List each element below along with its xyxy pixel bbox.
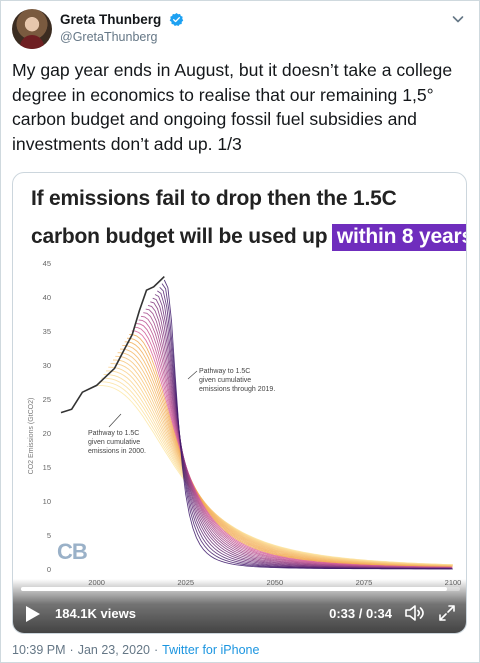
- y-tick-label: 35: [43, 327, 51, 336]
- fullscreen-icon[interactable]: [438, 604, 456, 622]
- volume-muted-icon[interactable]: [404, 603, 426, 623]
- annotation-2000: emissions in 2000.: [88, 448, 146, 455]
- chart-title-line2-row: carbon budget will be used up within 8 y…: [31, 224, 466, 251]
- pathway-line: [119, 348, 452, 567]
- view-count: 184.1K views: [55, 606, 136, 621]
- annotation-leader: [187, 370, 198, 380]
- y-tick-label: 25: [43, 395, 51, 404]
- annotation-2019: Pathway to 1.5C: [199, 368, 250, 375]
- pathway-line: [131, 330, 453, 568]
- pathway-line: [106, 370, 452, 566]
- pathway-line: [143, 312, 450, 569]
- author-name[interactable]: Greta Thunberg: [60, 12, 162, 28]
- chevron-down-icon[interactable]: [450, 11, 466, 27]
- author-name-row: Greta Thunberg: [60, 11, 184, 29]
- carbon-brief-logo: CB: [57, 539, 88, 564]
- avatar[interactable]: [12, 9, 52, 49]
- pathway-line: [108, 366, 451, 566]
- chart-title-highlight: within 8 years: [331, 224, 466, 251]
- annotation-leader: [108, 413, 122, 428]
- pathway-line: [140, 315, 452, 569]
- y-tick-label: 5: [47, 531, 51, 540]
- tweet-source[interactable]: Twitter for iPhone: [162, 643, 260, 657]
- y-tick-label: 20: [43, 429, 51, 438]
- pathway-line: [138, 319, 453, 569]
- pathway-line: [163, 279, 453, 570]
- annotation-2000: Pathway to 1.5C: [88, 430, 139, 437]
- tweet-text: My gap year ends in August, but it doesn…: [12, 60, 453, 154]
- y-tick-label: 45: [43, 259, 51, 268]
- y-tick-label: 15: [43, 463, 51, 472]
- video-player[interactable]: 05101520253035404520002025205020752100CO…: [12, 172, 467, 634]
- y-tick-label: 10: [43, 497, 51, 506]
- annotation-2019: emissions through 2019.: [199, 386, 275, 393]
- tweet-header: Greta Thunberg @GretaThunberg: [12, 9, 468, 51]
- author-handle[interactable]: @GretaThunberg: [60, 30, 158, 44]
- annotation-2019: given cumulative: [199, 377, 251, 384]
- pathway-line: [145, 308, 453, 569]
- pathway-line: [96, 384, 454, 566]
- play-icon[interactable]: [25, 605, 41, 623]
- emissions-chart: 05101520253035404520002025205020752100CO…: [28, 259, 461, 587]
- verified-badge-icon: [169, 13, 183, 27]
- video-progress-fill: [21, 587, 447, 591]
- y-tick-label: 40: [43, 293, 51, 302]
- historical-emissions-line: [60, 276, 165, 414]
- pathway-line: [101, 377, 451, 566]
- pathway-line: [136, 323, 450, 568]
- annotation-2000: given cumulative: [88, 439, 140, 446]
- video-progress-bar[interactable]: [21, 587, 460, 591]
- tweet-date[interactable]: Jan 23, 2020: [77, 643, 150, 657]
- video-controls: 184.1K views 0:33 / 0:34: [13, 579, 466, 633]
- y-tick-label: 30: [43, 361, 51, 370]
- y-tick-label: 0: [47, 565, 51, 574]
- video-time: 0:33 / 0:34: [329, 606, 392, 621]
- chart-title-line1: If emissions fail to drop then the 1.5C: [31, 187, 397, 210]
- y-axis-label: CO2 Emissions (GtCO2): [28, 398, 35, 475]
- tweet-time[interactable]: 10:39 PM: [12, 643, 66, 657]
- tweet-footer: 10:39 PM · Jan 23, 2020 · Twitter for iPhone: [12, 643, 260, 657]
- chart-title-line2: carbon budget will be used up: [31, 225, 328, 248]
